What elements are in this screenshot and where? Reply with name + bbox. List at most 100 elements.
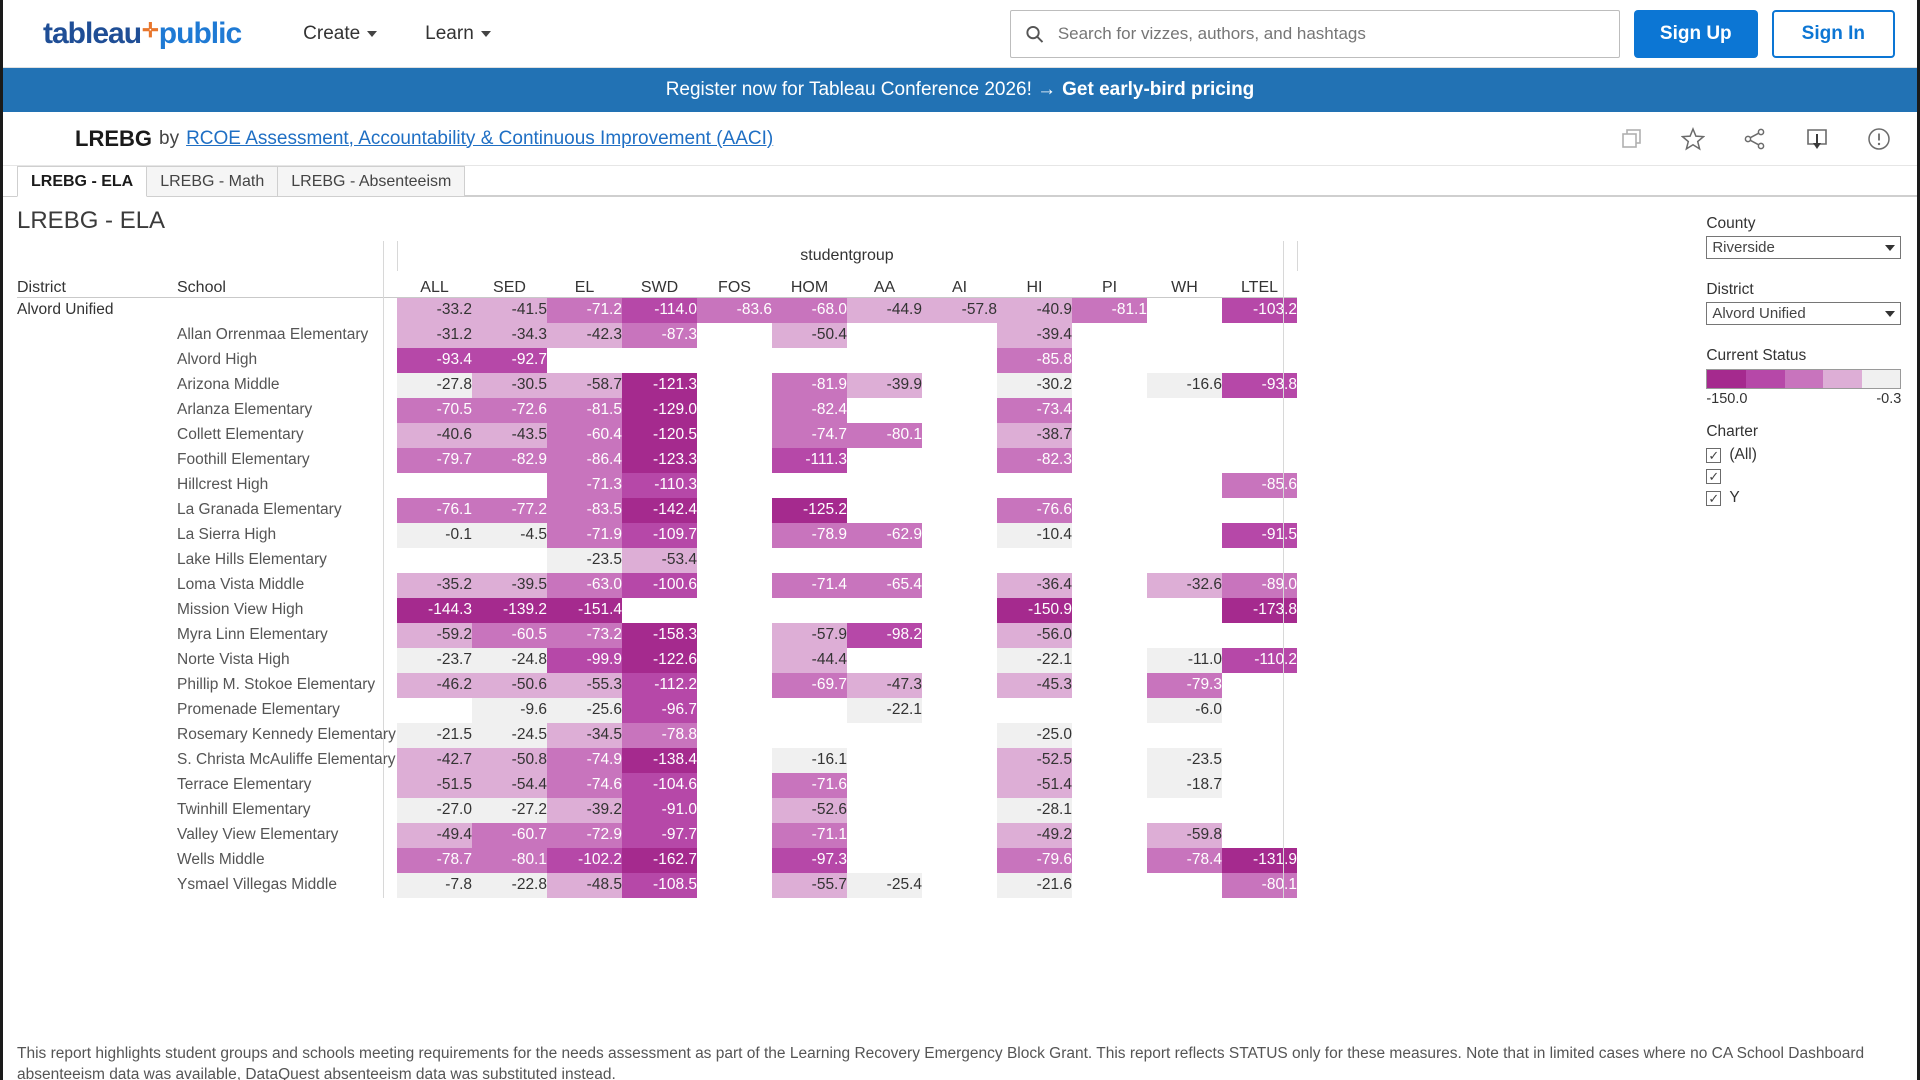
- cell-ltel[interactable]: [1222, 698, 1297, 723]
- table-row[interactable]: Arizona Middle -27.8 -30.5 -58.7 -121.3 -81.9…: [17, 372, 1297, 398]
- cell-fos[interactable]: [697, 498, 772, 523]
- cell-hom[interactable]: -55.7: [772, 872, 847, 898]
- cell-swd[interactable]: -138.4: [622, 747, 697, 773]
- cell-all[interactable]: -59.2: [397, 622, 472, 648]
- cell-ai[interactable]: [922, 648, 997, 673]
- cell-ltel[interactable]: [1222, 498, 1297, 523]
- cell-ltel[interactable]: [1222, 823, 1297, 848]
- cell-wh[interactable]: [1147, 873, 1222, 898]
- cell-wh[interactable]: -6.0: [1147, 697, 1222, 723]
- cell-aa[interactable]: -44.9: [847, 297, 922, 323]
- cell-swd[interactable]: -129.0: [622, 397, 697, 423]
- cell-aa[interactable]: -65.4: [847, 572, 922, 598]
- cell-wh[interactable]: -32.6: [1147, 572, 1222, 598]
- column-header-ltel[interactable]: LTEL: [1240, 279, 1279, 296]
- cell-aa[interactable]: [847, 448, 922, 473]
- cell-ai[interactable]: [922, 498, 997, 523]
- cell-hom[interactable]: -97.3: [772, 847, 847, 873]
- cell-swd[interactable]: -78.8: [622, 722, 697, 748]
- cell-pi[interactable]: [1072, 523, 1147, 548]
- column-header-hi[interactable]: HI: [1026, 279, 1043, 296]
- cell-hom[interactable]: [772, 348, 847, 373]
- cell-swd[interactable]: -121.3: [622, 372, 697, 398]
- cell-fos[interactable]: -83.6: [697, 297, 772, 323]
- table-row[interactable]: Mission View High -144.3 -139.2 -151.4 -150.…: [17, 597, 1297, 623]
- cell-aa[interactable]: [847, 823, 922, 848]
- cell-hom[interactable]: -78.9: [772, 522, 847, 548]
- column-header-wh[interactable]: WH: [1171, 279, 1198, 296]
- cell-ltel[interactable]: [1222, 798, 1297, 823]
- promo-banner-link[interactable]: Get early-bird pricing: [1062, 79, 1255, 100]
- cell-wh[interactable]: -23.5: [1147, 747, 1222, 773]
- info-icon[interactable]: [1867, 127, 1891, 151]
- cell-el[interactable]: -42.3: [547, 322, 622, 348]
- cell-all[interactable]: -31.2: [397, 322, 472, 348]
- cell-sed[interactable]: -80.1: [472, 847, 547, 873]
- cell-sed[interactable]: -60.5: [472, 622, 547, 648]
- share-icon[interactable]: [1743, 127, 1767, 151]
- cell-hi[interactable]: -45.3: [997, 672, 1072, 698]
- table-row[interactable]: Promenade Elementary -9.6 -25.6 -96.7 -22.1 -…: [17, 697, 1297, 723]
- cell-wh[interactable]: [1147, 498, 1222, 523]
- cell-sed[interactable]: -82.9: [472, 447, 547, 473]
- cell-el[interactable]: -63.0: [547, 572, 622, 598]
- cell-swd[interactable]: -142.4: [622, 497, 697, 523]
- cell-sed[interactable]: -77.2: [472, 497, 547, 523]
- cell-swd[interactable]: -120.5: [622, 422, 697, 448]
- cell-el[interactable]: -74.6: [547, 772, 622, 798]
- cell-ai[interactable]: [922, 798, 997, 823]
- cell-all[interactable]: [397, 698, 472, 723]
- cell-ai[interactable]: [922, 698, 997, 723]
- cell-aa[interactable]: -39.9: [847, 372, 922, 398]
- cell-ltel[interactable]: -131.9: [1222, 847, 1297, 873]
- cell-aa[interactable]: [847, 398, 922, 423]
- cell-wh[interactable]: [1147, 448, 1222, 473]
- cell-wh[interactable]: [1147, 548, 1222, 573]
- cell-ai[interactable]: [922, 673, 997, 698]
- cell-hom[interactable]: -71.1: [772, 822, 847, 848]
- cell-hom[interactable]: -68.0: [772, 297, 847, 323]
- cell-el[interactable]: -83.5: [547, 497, 622, 523]
- cell-sed[interactable]: -9.6: [472, 697, 547, 723]
- cell-swd[interactable]: -122.6: [622, 647, 697, 673]
- cell-ai[interactable]: [922, 448, 997, 473]
- cell-swd[interactable]: -114.0: [622, 297, 697, 323]
- cell-pi[interactable]: [1072, 698, 1147, 723]
- cell-wh[interactable]: -59.8: [1147, 822, 1222, 848]
- cell-ltel[interactable]: [1222, 348, 1297, 373]
- cell-hi[interactable]: -85.8: [997, 347, 1072, 373]
- cell-pi[interactable]: [1072, 598, 1147, 623]
- search-input[interactable]: [1055, 22, 1605, 45]
- table-row[interactable]: Alvord High -93.4 -92.7 -85.8: [17, 347, 1297, 373]
- cell-hi[interactable]: [997, 473, 1072, 498]
- cell-wh[interactable]: -18.7: [1147, 772, 1222, 798]
- column-header-hom[interactable]: HOM: [790, 279, 829, 296]
- cell-ai[interactable]: [922, 548, 997, 573]
- cell-hom[interactable]: [772, 548, 847, 573]
- tab-lrebg-absenteeism[interactable]: LREBG - Absenteeism: [277, 166, 466, 196]
- cell-fos[interactable]: [697, 723, 772, 748]
- charter-option-all[interactable]: ✓ (All): [1706, 446, 1917, 464]
- cell-ltel[interactable]: [1222, 748, 1297, 773]
- cell-el[interactable]: -71.3: [547, 472, 622, 498]
- cell-hi[interactable]: -40.9: [997, 297, 1072, 323]
- column-header-district[interactable]: District: [17, 279, 66, 296]
- checkbox-checked-icon[interactable]: ✓: [1706, 447, 1722, 463]
- cell-fos[interactable]: [697, 323, 772, 348]
- cell-all[interactable]: -144.3: [397, 597, 472, 623]
- cell-wh[interactable]: [1147, 398, 1222, 423]
- cell-el[interactable]: -48.5: [547, 872, 622, 898]
- cell-ai[interactable]: [922, 748, 997, 773]
- cell-hi[interactable]: -82.3: [997, 447, 1072, 473]
- cell-hom[interactable]: [772, 698, 847, 723]
- cell-hi[interactable]: -79.6: [997, 847, 1072, 873]
- column-header-sed[interactable]: SED: [493, 279, 526, 296]
- cell-pi[interactable]: [1072, 573, 1147, 598]
- cell-ltel[interactable]: [1222, 773, 1297, 798]
- charter-option-y[interactable]: ✓ Y: [1706, 489, 1917, 507]
- cell-aa[interactable]: [847, 598, 922, 623]
- cell-wh[interactable]: [1147, 473, 1222, 498]
- cell-all[interactable]: [397, 548, 472, 573]
- cell-el[interactable]: -74.9: [547, 747, 622, 773]
- cell-hi[interactable]: -30.2: [997, 372, 1072, 398]
